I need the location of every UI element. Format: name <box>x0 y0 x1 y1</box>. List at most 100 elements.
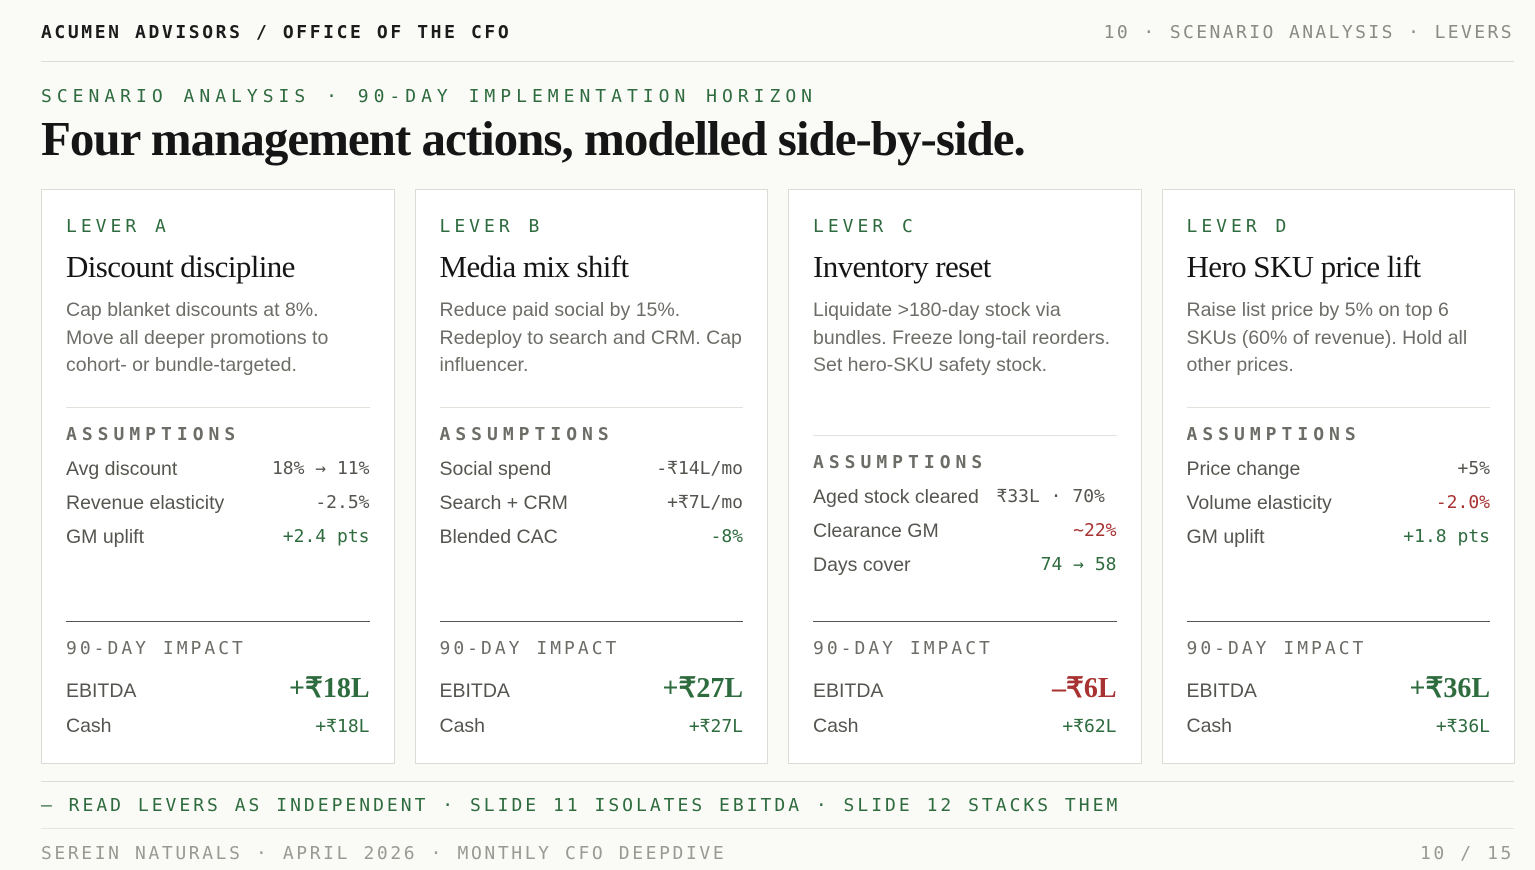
impact-block: 90-DAY IMPACT EBITDA +₹18L Cash +₹18L <box>66 621 370 738</box>
assumption-row: Clearance GM ~22% <box>813 517 1117 545</box>
assumption-row: Days cover 74 → 58 <box>813 551 1117 579</box>
assumptions-heading: ASSUMPTIONS <box>1186 424 1361 445</box>
ebitda-value: +₹27L <box>662 673 743 704</box>
lever-name: Media mix shift <box>439 249 630 284</box>
assumption-row: Price change +5% <box>1187 455 1491 483</box>
assumption-value: -8% <box>710 526 743 547</box>
ebitda-label: EBITDA <box>439 680 510 702</box>
lever-description: Cap blanket discounts at 8%. Move all de… <box>66 299 329 376</box>
impact-block: 90-DAY IMPACT EBITDA +₹36L Cash +₹36L <box>1186 621 1491 738</box>
lever-card-c: LEVER C Inventory reset Liquidate >180-d… <box>788 189 1142 764</box>
assumptions-block: ASSUMPTIONS Avg discount 18% → 11% Reven… <box>66 407 370 551</box>
assumption-label: Social spend <box>439 458 552 480</box>
lever-card-b: LEVER B Media mix shift Reduce paid soci… <box>414 189 768 764</box>
ebitda-label: EBITDA <box>813 680 884 702</box>
lever-cards: LEVER A Discount discipline Cap blanket … <box>41 189 1515 764</box>
impact-block: 90-DAY IMPACT EBITDA –₹6L Cash +₹62L <box>813 621 1117 738</box>
assumptions-heading: ASSUMPTIONS <box>66 424 241 445</box>
assumption-value: +2.4 pts <box>282 526 370 547</box>
section-kicker: SCENARIO ANALYSIS · 90-DAY IMPLEMENTATIO… <box>41 86 818 107</box>
impact-heading: 90-DAY IMPACT <box>813 638 993 659</box>
assumption-row: Aged stock cleared ₹33L · 70% <box>813 483 1117 511</box>
cash-label: Cash <box>813 715 859 737</box>
assumption-value: +1.8 pts <box>1403 526 1490 547</box>
lever-name: Inventory reset <box>813 249 991 284</box>
assumption-value: ₹33L · 70% <box>996 486 1105 507</box>
lever-tag: LEVER C <box>813 216 917 237</box>
assumption-row: GM uplift +2.4 pts <box>66 523 370 551</box>
cash-label: Cash <box>439 715 486 737</box>
cash-row: Cash +₹27L <box>440 715 744 738</box>
assumption-value: +5% <box>1457 458 1490 479</box>
cash-value: +₹62L <box>1062 716 1117 737</box>
ebitda-value: +₹18L <box>289 673 370 704</box>
assumption-value: 18% → 11% <box>271 458 370 479</box>
ebitda-value: +₹36L <box>1409 673 1490 704</box>
ebitda-value: –₹6L <box>1052 673 1117 704</box>
assumptions-heading: ASSUMPTIONS <box>813 452 988 473</box>
assumptions-block: ASSUMPTIONS Aged stock cleared ₹33L · 70… <box>813 435 1117 579</box>
lever-tag: LEVER A <box>66 216 170 237</box>
assumption-row: GM uplift +1.8 pts <box>1187 523 1491 551</box>
ebitda-label: EBITDA <box>1186 680 1257 702</box>
assumption-value: +₹7L/mo <box>667 492 743 513</box>
lever-description: Reduce paid social by 15%. Redeploy to s… <box>439 299 742 376</box>
lever-card-a: LEVER A Discount discipline Cap blanket … <box>41 189 395 764</box>
assumption-row: Revenue elasticity -2.5% <box>66 489 370 517</box>
assumption-value: -2.0% <box>1435 492 1490 513</box>
ebitda-row: EBITDA –₹6L <box>813 671 1117 705</box>
assumption-value: ~22% <box>1073 520 1117 541</box>
ebitda-row: EBITDA +₹36L <box>1187 671 1491 705</box>
reading-note: — READ LEVERS AS INDEPENDENT · SLIDE 11 … <box>41 781 1514 829</box>
assumption-label: Volume elasticity <box>1186 492 1332 514</box>
assumption-label: GM uplift <box>1186 526 1265 548</box>
lever-description: Raise list price by 5% on top 6 SKUs (60… <box>1186 299 1468 376</box>
impact-block: 90-DAY IMPACT EBITDA +₹27L Cash +₹27L <box>439 621 744 738</box>
assumption-row: Volume elasticity -2.0% <box>1187 489 1491 517</box>
lever-name: Discount discipline <box>66 249 295 284</box>
footer: SEREIN NATURALS · APRIL 2026 · MONTHLY C… <box>41 843 1514 864</box>
cash-row: Cash +₹62L <box>813 715 1117 738</box>
assumption-value: -2.5% <box>315 492 370 513</box>
cash-value: +₹36L <box>1435 716 1490 737</box>
lever-description: Liquidate >180-day stock via bundles. Fr… <box>813 299 1110 376</box>
assumption-label: GM uplift <box>66 526 145 548</box>
assumption-label: Avg discount <box>66 458 178 480</box>
ebitda-label: EBITDA <box>66 680 137 702</box>
slide-reference: 10 · SCENARIO ANALYSIS · LEVERS <box>1103 22 1514 43</box>
assumption-label: Days cover <box>813 554 911 576</box>
cash-row: Cash +₹18L <box>66 715 370 738</box>
assumption-label: Price change <box>1186 458 1301 480</box>
impact-heading: 90-DAY IMPACT <box>439 638 620 659</box>
brand-label: ACUMEN ADVISORS / OFFICE OF THE CFO <box>41 22 512 43</box>
ebitda-row: EBITDA +₹27L <box>440 671 744 705</box>
page-title: Four management actions, modelled side-b… <box>41 111 1026 166</box>
assumption-row: Social spend -₹14L/mo <box>440 455 744 483</box>
assumption-label: Blended CAC <box>439 526 558 548</box>
cash-label: Cash <box>66 715 112 737</box>
assumption-value: -₹14L/mo <box>656 458 743 479</box>
assumption-row: Blended CAC -8% <box>440 523 744 551</box>
assumption-label: Revenue elasticity <box>66 492 225 514</box>
assumption-row: Avg discount 18% → 11% <box>66 455 370 483</box>
assumption-row: Search + CRM +₹7L/mo <box>440 489 744 517</box>
footer-source: SEREIN NATURALS · APRIL 2026 · MONTHLY C… <box>41 843 727 864</box>
impact-heading: 90-DAY IMPACT <box>1186 638 1367 659</box>
assumptions-heading: ASSUMPTIONS <box>439 424 614 445</box>
page-number: 10 / 15 <box>1419 843 1514 864</box>
cash-label: Cash <box>1186 715 1233 737</box>
lever-name: Hero SKU price lift <box>1186 249 1422 284</box>
assumption-label: Aged stock cleared <box>813 486 979 508</box>
lever-card-d: LEVER D Hero SKU price lift Raise list p… <box>1161 189 1515 764</box>
assumption-label: Clearance GM <box>813 520 939 542</box>
lever-tag: LEVER B <box>439 216 544 237</box>
cash-value: +₹27L <box>688 716 743 737</box>
lever-tag: LEVER D <box>1186 216 1291 237</box>
impact-heading: 90-DAY IMPACT <box>66 638 246 659</box>
assumption-label: Search + CRM <box>439 492 568 514</box>
top-bar: ACUMEN ADVISORS / OFFICE OF THE CFO 10 ·… <box>41 22 1514 62</box>
assumptions-block: ASSUMPTIONS Price change +5% Volume elas… <box>1186 407 1491 551</box>
assumption-value: 74 → 58 <box>1040 554 1117 575</box>
ebitda-row: EBITDA +₹18L <box>66 671 370 705</box>
cash-row: Cash +₹36L <box>1187 715 1491 738</box>
